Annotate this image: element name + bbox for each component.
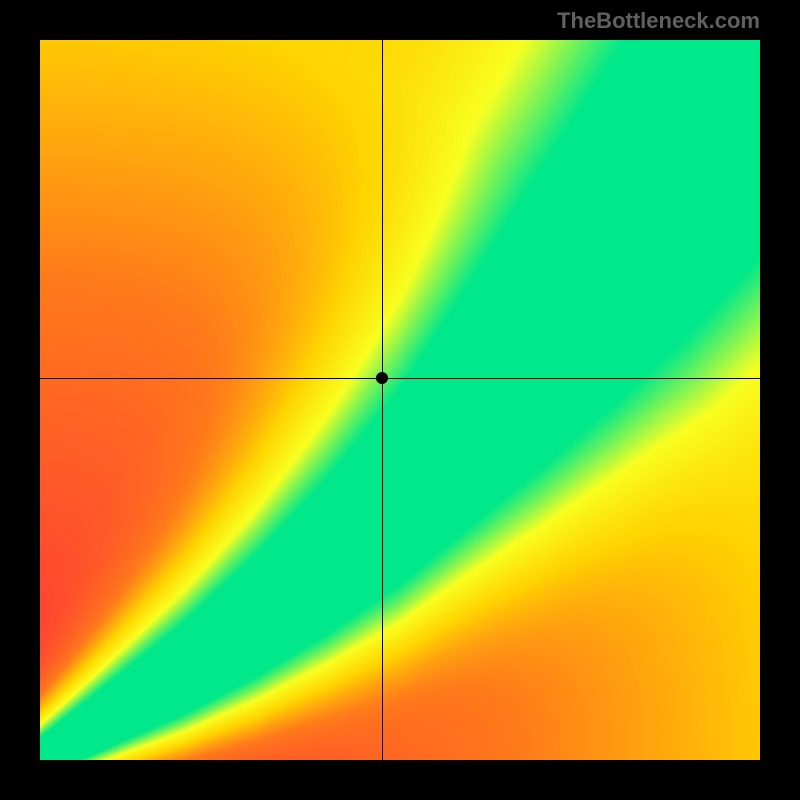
heatmap-canvas	[40, 40, 760, 760]
marker-dot	[376, 372, 388, 384]
plot-area	[40, 40, 760, 760]
crosshair-horizontal	[40, 378, 760, 379]
crosshair-vertical	[382, 40, 383, 760]
chart-container: TheBottleneck.com	[0, 0, 800, 800]
watermark-text: TheBottleneck.com	[557, 8, 760, 34]
